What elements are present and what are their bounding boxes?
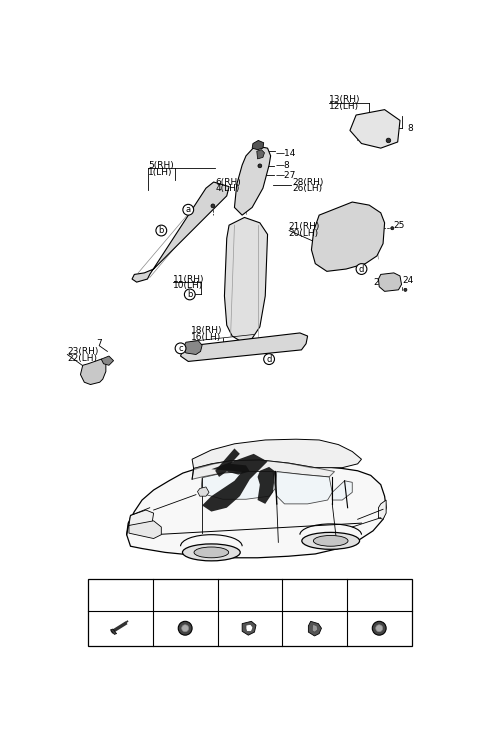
Circle shape [170,592,180,600]
Text: 7: 7 [96,339,102,348]
Text: b: b [187,290,192,299]
Circle shape [391,227,394,230]
Bar [88,579,411,647]
Text: 24: 24 [402,276,414,285]
Circle shape [404,288,407,291]
Text: —14: —14 [275,149,296,158]
Ellipse shape [182,544,240,561]
Polygon shape [101,356,114,366]
Polygon shape [350,109,400,148]
Text: 21(RH): 21(RH) [288,222,320,231]
Text: 19: 19 [311,591,324,601]
Polygon shape [308,621,322,636]
Polygon shape [312,202,384,272]
Text: 20(LH): 20(LH) [288,229,318,238]
Polygon shape [132,182,229,282]
Circle shape [156,225,167,236]
Polygon shape [197,487,209,496]
Ellipse shape [302,532,360,549]
Text: —27: —27 [275,170,296,180]
Text: 11(RH): 11(RH) [173,275,204,283]
Circle shape [211,204,215,208]
Polygon shape [378,500,386,519]
Text: 8: 8 [408,123,413,133]
Polygon shape [332,481,352,500]
Text: c: c [238,592,242,600]
Polygon shape [192,439,361,468]
Text: 13(RH): 13(RH) [329,95,360,104]
Text: 9: 9 [376,591,383,601]
Polygon shape [127,459,386,558]
Circle shape [372,621,386,635]
Circle shape [386,138,391,142]
Polygon shape [183,341,202,355]
Polygon shape [201,471,275,499]
Polygon shape [312,625,318,632]
Text: 12(LH): 12(LH) [329,102,360,111]
Text: 10(LH): 10(LH) [173,281,203,291]
Text: 15: 15 [246,591,259,601]
Text: b: b [172,592,178,600]
Circle shape [106,592,115,600]
Text: 1(LH): 1(LH) [148,167,173,176]
Text: 16(LH): 16(LH) [191,333,221,342]
Polygon shape [192,460,335,479]
Polygon shape [202,454,267,512]
Polygon shape [180,333,308,361]
Polygon shape [129,510,154,528]
Circle shape [235,592,244,600]
Text: 26(LH): 26(LH) [292,184,323,194]
Polygon shape [234,146,271,215]
Text: 23(RH): 23(RH) [67,347,99,356]
Circle shape [300,592,309,600]
Text: 4(LH): 4(LH) [215,184,240,194]
Text: d: d [266,355,272,363]
Text: 28(RH): 28(RH) [292,178,324,186]
Circle shape [376,625,383,632]
Circle shape [258,164,262,168]
Circle shape [356,264,367,275]
Circle shape [184,289,195,299]
Text: 3: 3 [181,591,188,601]
Text: d: d [359,264,364,274]
Text: c: c [178,344,183,353]
Text: 2: 2 [374,277,380,286]
Circle shape [175,343,186,354]
Polygon shape [81,359,106,385]
Circle shape [183,204,193,215]
Polygon shape [129,521,161,539]
Text: 17: 17 [117,591,130,601]
Polygon shape [252,140,264,150]
Ellipse shape [313,535,348,546]
Polygon shape [246,625,253,631]
Text: —8: —8 [275,161,290,170]
Polygon shape [225,217,267,342]
Polygon shape [258,467,275,504]
Circle shape [264,354,275,365]
Polygon shape [242,621,256,635]
Text: 5(RH): 5(RH) [148,161,174,170]
Text: a: a [186,206,191,214]
Polygon shape [110,629,117,634]
Text: 25: 25 [394,221,405,230]
Ellipse shape [194,547,228,558]
Circle shape [178,621,192,635]
Text: b: b [158,226,164,235]
Polygon shape [215,448,250,477]
Text: 6(RH): 6(RH) [215,178,241,186]
Text: d: d [302,592,307,600]
Text: 22(LH): 22(LH) [67,354,97,363]
Circle shape [182,625,189,632]
Text: a: a [108,592,113,600]
Polygon shape [378,273,402,291]
Polygon shape [275,471,332,504]
Polygon shape [257,150,264,159]
Text: 18(RH): 18(RH) [191,326,222,335]
